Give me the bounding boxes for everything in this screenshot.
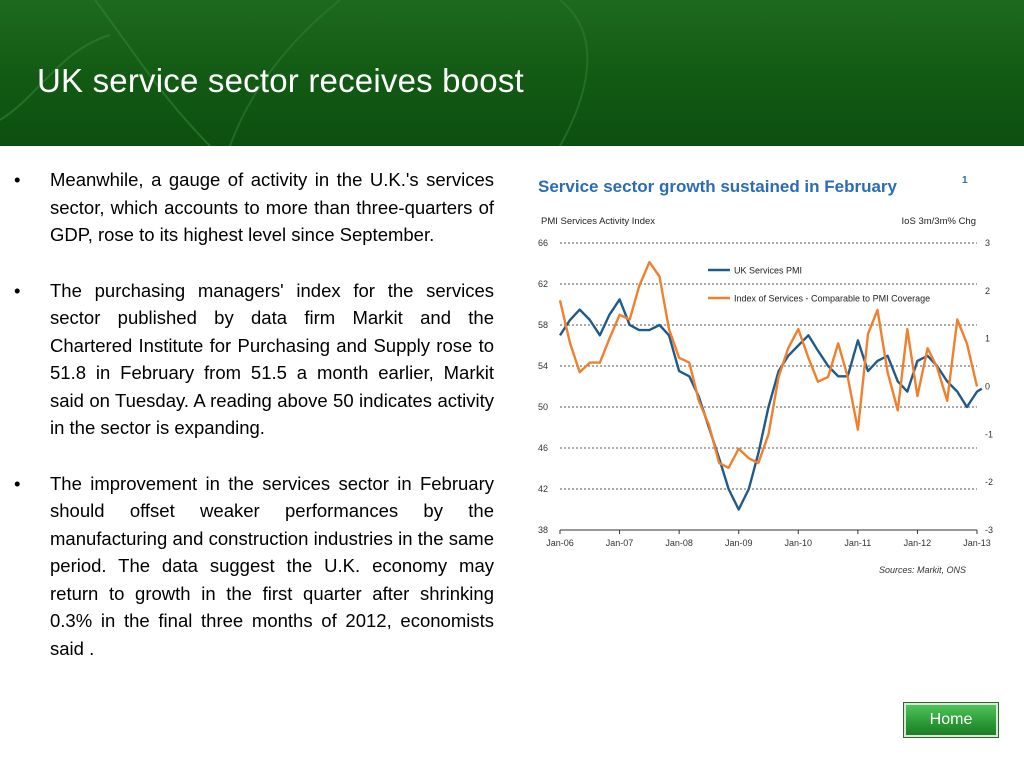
bullet-item: • Meanwhile, a gauge of activity in the … <box>14 166 494 249</box>
index-of-services-line <box>558 260 979 469</box>
x-tick-label: Jan-07 <box>606 538 634 548</box>
legend-label: UK Services PMI <box>734 266 802 276</box>
left-tick-label: 42 <box>538 484 548 494</box>
right-tick-label: 0 <box>985 382 990 392</box>
chart-svg: Service sector growth sustained in Febru… <box>538 175 993 575</box>
bullet-list: • Meanwhile, a gauge of activity in the … <box>14 166 494 690</box>
legend-label: Index of Services - Comparable to PMI Co… <box>734 294 930 304</box>
decorative-swirl <box>0 0 589 146</box>
x-tick-label: Jan-10 <box>785 538 813 548</box>
left-tick-label: 50 <box>538 402 548 412</box>
title-banner: UK service sector receives boost <box>0 0 1024 146</box>
chart-source: Sources: Markit, ONS <box>879 565 966 575</box>
x-tick-label: Jan-09 <box>725 538 753 548</box>
right-tick-label: 1 <box>985 334 990 344</box>
uk-services-pmi-line <box>558 298 983 511</box>
left-tick-label: 38 <box>538 525 548 535</box>
home-button[interactable]: Home <box>904 703 998 737</box>
left-axis-label: PMI Services Activity Index <box>541 216 655 227</box>
chart-title: Service sector growth sustained in Febru… <box>538 177 898 196</box>
x-tick-label: Jan-12 <box>904 538 932 548</box>
left-tick-label: 58 <box>538 320 548 330</box>
bullet-marker: • <box>14 279 21 301</box>
bullet-marker: • <box>14 169 21 190</box>
x-tick-label: Jan-08 <box>665 538 693 548</box>
bullet-text: The purchasing managers' index for the s… <box>50 279 494 439</box>
left-tick-label: 62 <box>538 279 548 289</box>
slide-title: UK service sector receives boost <box>37 62 524 99</box>
left-tick-label: 66 <box>538 238 548 248</box>
left-tick-label: 46 <box>538 443 548 453</box>
bullet-text: Meanwhile, a gauge of activity in the U.… <box>50 169 494 245</box>
bullet-text: The improvement in the services sector i… <box>50 472 494 659</box>
right-axis-label: IoS 3m/3m% Chg <box>902 216 976 227</box>
left-tick-label: 54 <box>538 361 548 371</box>
right-tick-label: 3 <box>985 238 990 248</box>
x-tick-label: Jan-11 <box>844 538 871 548</box>
bullet-item: • The improvement in the services sector… <box>14 470 494 663</box>
bullet-marker: • <box>14 472 21 494</box>
chart: Service sector growth sustained in Febru… <box>520 160 1000 590</box>
right-tick-label: -3 <box>985 525 993 535</box>
right-tick-label: 2 <box>985 286 990 296</box>
chart-title-superscript: 1 <box>962 175 968 186</box>
right-tick-label: -1 <box>985 429 993 439</box>
right-tick-label: -2 <box>985 477 993 487</box>
x-tick-label: Jan-06 <box>546 538 574 548</box>
x-tick-label: Jan-13 <box>963 538 991 548</box>
bullet-item: • The purchasing managers' index for the… <box>14 277 494 442</box>
